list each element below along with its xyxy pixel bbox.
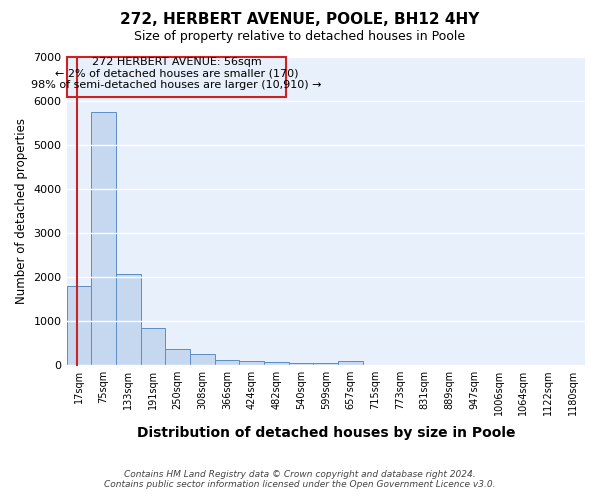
Bar <box>239 361 264 364</box>
Text: 272 HERBERT AVENUE: 56sqm: 272 HERBERT AVENUE: 56sqm <box>92 58 261 68</box>
Bar <box>91 112 116 364</box>
Bar <box>67 56 286 97</box>
Bar <box>116 274 140 364</box>
Bar <box>289 362 313 364</box>
Bar <box>140 328 165 364</box>
Bar <box>190 354 215 364</box>
Bar <box>215 360 239 364</box>
Text: Size of property relative to detached houses in Poole: Size of property relative to detached ho… <box>134 30 466 43</box>
Text: 98% of semi-detached houses are larger (10,910) →: 98% of semi-detached houses are larger (… <box>31 80 322 90</box>
Bar <box>67 286 91 364</box>
Text: ← 2% of detached houses are smaller (170): ← 2% of detached houses are smaller (170… <box>55 69 298 79</box>
Bar <box>338 361 363 364</box>
Bar <box>165 348 190 364</box>
Bar <box>264 362 289 364</box>
Text: 272, HERBERT AVENUE, POOLE, BH12 4HY: 272, HERBERT AVENUE, POOLE, BH12 4HY <box>121 12 479 28</box>
Text: Contains HM Land Registry data © Crown copyright and database right 2024.
Contai: Contains HM Land Registry data © Crown c… <box>104 470 496 489</box>
Bar <box>313 363 338 364</box>
X-axis label: Distribution of detached houses by size in Poole: Distribution of detached houses by size … <box>137 426 515 440</box>
Y-axis label: Number of detached properties: Number of detached properties <box>15 118 28 304</box>
